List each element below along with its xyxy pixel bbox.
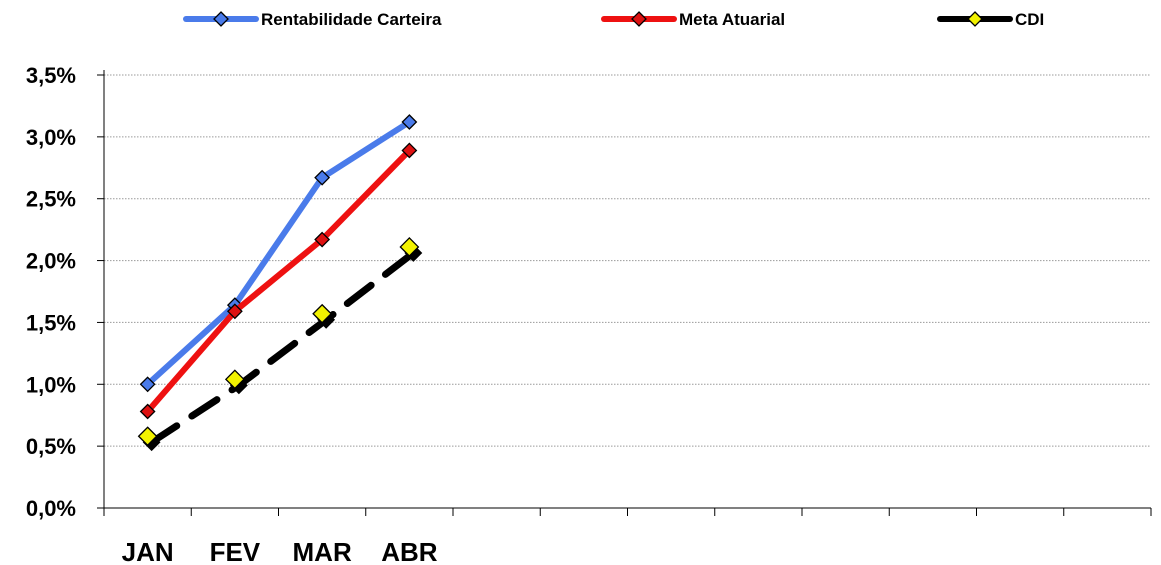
series-layer bbox=[137, 114, 423, 452]
legend-swatch-marker bbox=[631, 11, 647, 27]
y-tick-label: 2,5% bbox=[26, 187, 76, 212]
legend-label: CDI bbox=[1015, 10, 1044, 29]
legend-item-2: CDI bbox=[937, 10, 1044, 29]
x-tick-label: FEV bbox=[210, 537, 261, 565]
y-tick-label: 1,0% bbox=[26, 372, 76, 397]
legend-item-0: Rentabilidade Carteira bbox=[183, 10, 442, 29]
data-point bbox=[137, 426, 158, 447]
legend-swatch-marker bbox=[967, 11, 983, 27]
data-point bbox=[314, 169, 331, 186]
series-line bbox=[144, 147, 413, 415]
y-tick-label: 0,0% bbox=[26, 496, 76, 521]
legend-item-1: Meta Atuarial bbox=[601, 10, 785, 29]
data-point bbox=[401, 114, 418, 130]
legend: Rentabilidade Carteira Meta Atuarial CDI bbox=[183, 10, 1044, 29]
x-axis-ticks: JAN FEV MAR ABR bbox=[122, 537, 438, 565]
data-point bbox=[401, 142, 418, 159]
series-line bbox=[144, 119, 413, 388]
legend-swatch-marker bbox=[213, 11, 229, 27]
legend-label: Rentabilidade Carteira bbox=[261, 10, 442, 29]
data-point bbox=[226, 303, 243, 320]
y-axis-ticks: 0,0% 0,5% 1,0% 1,5% 2,0% 2,5% 3,0% 3,5% bbox=[26, 63, 76, 521]
series-line bbox=[148, 249, 417, 446]
data-point bbox=[224, 369, 245, 390]
data-point bbox=[399, 237, 420, 257]
y-tick-label: 2,0% bbox=[26, 249, 76, 274]
gridlines bbox=[104, 74, 1151, 447]
data-point bbox=[312, 303, 333, 324]
x-tick-label: JAN bbox=[122, 537, 174, 565]
data-point bbox=[314, 231, 331, 248]
series-1 bbox=[139, 142, 418, 420]
axes bbox=[97, 70, 1152, 516]
legend-label: Meta Atuarial bbox=[679, 10, 785, 29]
y-tick-label: 1,5% bbox=[26, 310, 76, 335]
y-tick-label: 3,0% bbox=[26, 125, 76, 150]
y-tick-label: 0,5% bbox=[26, 434, 76, 459]
series-2 bbox=[137, 237, 423, 452]
x-tick-label: MAR bbox=[293, 537, 352, 565]
x-tick-label: ABR bbox=[381, 537, 438, 565]
data-point bbox=[139, 376, 156, 393]
y-tick-label: 3,5% bbox=[26, 63, 76, 88]
series-0 bbox=[139, 114, 418, 393]
data-point bbox=[139, 403, 156, 420]
